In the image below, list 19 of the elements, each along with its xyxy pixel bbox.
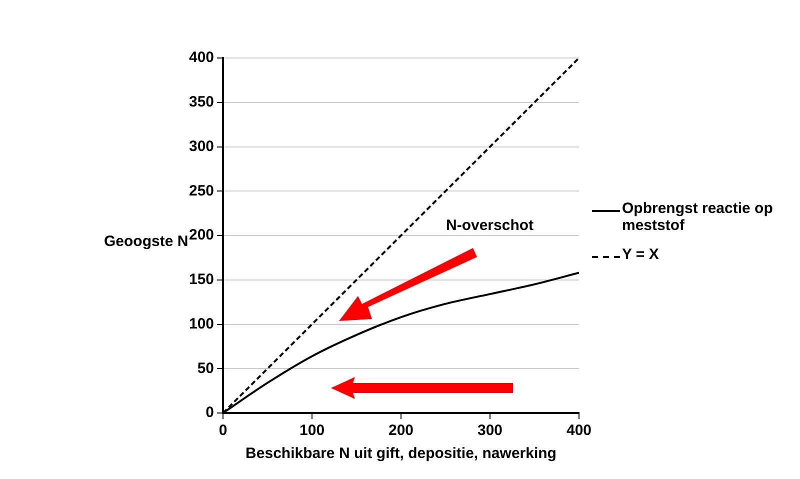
y-tick-label: 300 — [188, 138, 214, 155]
y-tick-label: 0 — [206, 404, 214, 422]
x-tick-label: 300 — [477, 422, 503, 440]
x-axis-title: Beschikbare N uit gift, depositie, nawerking — [246, 445, 556, 462]
x-tick-label: 0 — [218, 422, 228, 440]
y-tick-label: 100 — [188, 315, 214, 332]
x-tick-label: 400 — [566, 422, 592, 440]
annotation: N-overschot — [446, 217, 534, 234]
y-tick-label: 50 — [197, 360, 214, 377]
y-tick-label: 350 — [188, 94, 214, 111]
y-tick-label: 400 — [188, 49, 214, 66]
x-tick-label: 200 — [388, 422, 414, 440]
y-tick-label: 200 — [188, 226, 214, 244]
x-tick-label: 100 — [300, 422, 325, 440]
legend-label: Opbrengst reactie op meststof — [622, 200, 774, 234]
y-tick-label: 250 — [188, 182, 214, 200]
y-axis-title: Geoogste N — [104, 233, 188, 250]
legend-label: Y = X — [622, 246, 659, 263]
y-tick-label: 150 — [188, 271, 214, 288]
